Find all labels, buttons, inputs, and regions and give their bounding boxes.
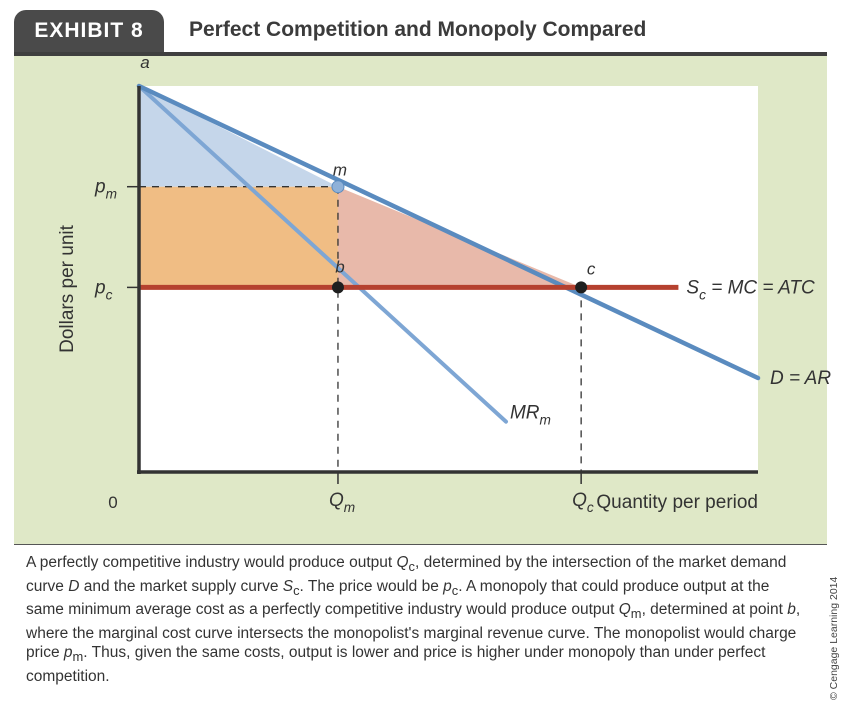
exhibit-title: Perfect Competition and Monopoly Compare…	[189, 18, 647, 41]
y-axis-title: Dollars per unit	[57, 224, 78, 352]
supply-curve-label: Sc = MC = ATC	[686, 277, 815, 302]
x-axis-title: Quantity per period	[596, 492, 758, 513]
caption-rule	[14, 544, 827, 545]
demand-curve-label: D = AR	[770, 368, 831, 389]
monopoly-profit-region	[139, 186, 338, 288]
y-tick-label-m: pm	[94, 177, 117, 202]
point-label-a: a	[140, 53, 149, 72]
mr-curve	[137, 84, 508, 424]
point-label-m: m	[333, 161, 347, 180]
title-rule	[14, 52, 827, 56]
exhibit-tab	[14, 10, 164, 52]
point-b-dot	[331, 281, 344, 294]
exhibit-tab-label: EXHIBIT 8	[34, 19, 144, 42]
figure-caption: A perfectly competitive industry would p…	[26, 554, 801, 685]
x-tick-label-c: Qc	[572, 490, 594, 515]
demand-curve	[136, 83, 761, 381]
point-label-b: b	[335, 257, 344, 276]
point-c-dot	[575, 281, 588, 294]
y-tick-label-c: pc	[94, 277, 113, 302]
point-m-dot	[331, 180, 345, 194]
origin-label: 0	[108, 493, 117, 512]
point-label-c: c	[587, 259, 596, 278]
copyright-credit: © Cengage Learning 2014	[828, 576, 840, 700]
x-tick-label-m: Qm	[329, 490, 355, 515]
mr-curve-label: MRm	[510, 403, 551, 428]
